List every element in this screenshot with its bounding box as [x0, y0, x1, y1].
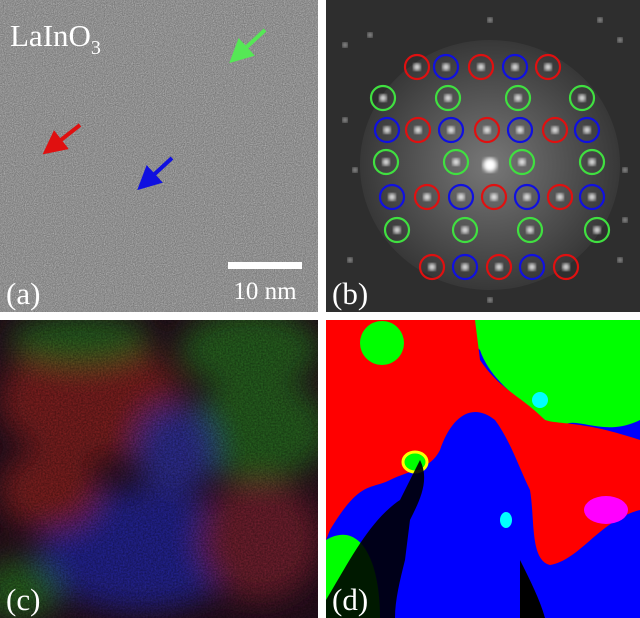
spot: [448, 127, 455, 134]
spot: [453, 159, 460, 166]
panel-label: (b): [332, 276, 368, 311]
spot: [488, 298, 493, 303]
spot: [458, 194, 465, 201]
spot: [384, 127, 391, 134]
spot: [623, 218, 628, 223]
spot: [488, 18, 493, 23]
lattice-texture: [0, 320, 318, 618]
spot: [579, 95, 586, 102]
panel-a: LaInO3 10 nm (a): [0, 0, 318, 312]
domain-magenta: [584, 496, 628, 524]
spot: [519, 159, 526, 166]
spot: [623, 168, 628, 173]
spot: [557, 194, 564, 201]
domain-cyan-2: [532, 392, 548, 408]
spot: [353, 168, 358, 173]
spot: [343, 43, 348, 48]
spot: [429, 264, 436, 271]
spot: [394, 227, 401, 234]
spot: [491, 194, 498, 201]
spot: [563, 264, 570, 271]
spot: [517, 127, 524, 134]
spot: [584, 127, 591, 134]
spot: [368, 33, 373, 38]
spot: [462, 227, 469, 234]
panel-title: LaInO3: [10, 18, 101, 59]
panel-b: (b): [326, 0, 640, 312]
domain-green-3: [360, 321, 404, 365]
spot: [348, 258, 353, 263]
spot: [443, 64, 450, 71]
spot: [496, 264, 503, 271]
panel-label: (d): [332, 582, 368, 617]
spot: [515, 95, 522, 102]
spot: [589, 194, 596, 201]
spot: [618, 258, 623, 263]
spot: [598, 18, 603, 23]
spot: [415, 127, 422, 134]
spot: [414, 64, 421, 71]
center-spot: [483, 158, 497, 172]
spot: [545, 64, 552, 71]
panel-label: (a): [6, 276, 40, 311]
domain-cyan: [500, 512, 512, 528]
spot: [462, 264, 469, 271]
spot: [527, 227, 534, 234]
spot: [524, 194, 531, 201]
spot: [589, 159, 596, 166]
domain-green-4: [403, 452, 427, 472]
panel-label: (c): [6, 582, 40, 617]
figure: LaInO3 10 nm (a) (b) (c): [0, 0, 640, 618]
spot: [343, 118, 348, 123]
spot: [618, 38, 623, 43]
spot: [445, 95, 452, 102]
spot: [512, 64, 519, 71]
spot: [484, 127, 491, 134]
spot: [478, 64, 485, 71]
spot: [594, 227, 601, 234]
panel-c: (c): [0, 310, 330, 618]
spot: [383, 159, 390, 166]
spot: [529, 264, 536, 271]
spot: [389, 194, 396, 201]
scale-bar: [228, 262, 302, 269]
scale-bar-label: 10 nm: [233, 278, 297, 305]
spot: [424, 194, 431, 201]
panel-d: (d): [326, 320, 640, 618]
spot: [552, 127, 559, 134]
spot: [380, 95, 387, 102]
